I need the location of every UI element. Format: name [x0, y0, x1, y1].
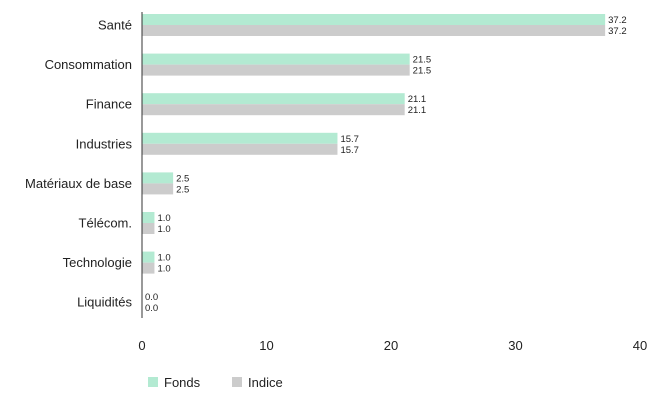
x-tick-label: 40	[633, 338, 647, 353]
data-label: 1.0	[157, 213, 170, 224]
data-label: 1.0	[157, 224, 170, 235]
bar-indice	[142, 223, 155, 234]
data-label: 15.7	[340, 145, 359, 156]
category-label: Liquidités	[77, 295, 132, 310]
data-label: 0.0	[145, 303, 158, 314]
bar-indice	[142, 64, 410, 76]
bar-indice	[142, 143, 338, 155]
bar-fonds	[142, 14, 606, 25]
x-tick-label: 10	[259, 338, 273, 353]
data-label: 21.1	[408, 94, 427, 105]
category-label: Santé	[98, 18, 132, 33]
data-label: 21.1	[408, 105, 427, 116]
data-label: 21.5	[413, 66, 432, 77]
x-tick-label: 20	[384, 338, 398, 353]
category-label: Technologie	[63, 255, 132, 270]
category-label: Industries	[76, 136, 133, 151]
data-label: 21.5	[413, 55, 432, 66]
bar-indice	[142, 262, 155, 274]
data-label: 37.2	[608, 15, 627, 26]
data-label: 2.5	[176, 184, 189, 195]
bar-indice	[142, 25, 606, 36]
data-label: 15.7	[340, 134, 359, 145]
legend-swatch-indice	[232, 377, 242, 387]
data-label: 1.0	[157, 253, 170, 264]
legend-swatch-fonds	[148, 377, 158, 387]
data-label: 37.2	[608, 26, 627, 37]
data-label: 2.5	[176, 173, 189, 184]
x-tick-label: 30	[508, 338, 522, 353]
category-label: Finance	[86, 97, 132, 112]
bar-fonds	[142, 53, 410, 65]
bar-fonds	[142, 132, 338, 144]
x-tick-label: 0	[138, 338, 145, 353]
bar-fonds	[142, 93, 405, 105]
bar-fonds	[142, 212, 155, 223]
bar-indice	[142, 104, 405, 116]
bar-indice	[142, 183, 174, 195]
category-label: Télécom.	[79, 216, 132, 231]
bar-fonds	[142, 172, 174, 184]
bar-fonds	[142, 251, 155, 263]
category-label: Matériaux de base	[25, 176, 132, 191]
data-label: 1.0	[157, 264, 170, 275]
legend-label-indice: Indice	[248, 375, 283, 390]
data-label: 0.0	[145, 292, 158, 303]
category-label: Consommation	[45, 57, 132, 72]
legend-label-fonds: Fonds	[164, 375, 201, 390]
